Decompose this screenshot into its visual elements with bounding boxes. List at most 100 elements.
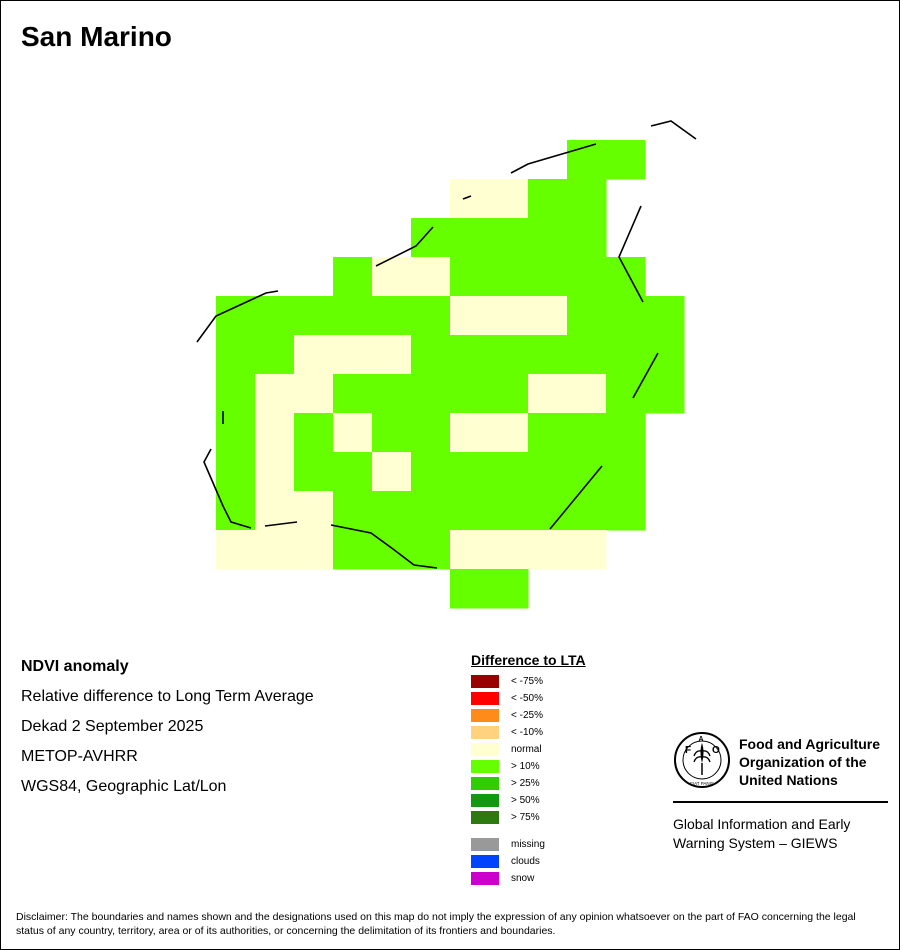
ndvi-cell <box>528 179 568 219</box>
ndvi-cell <box>450 452 490 492</box>
sensor-label: METOP-AVHRR <box>21 748 138 765</box>
ndvi-cell <box>567 218 607 258</box>
legend-item: clouds <box>471 853 586 870</box>
ndvi-cell <box>450 218 490 258</box>
boundary-segment <box>618 205 644 303</box>
legend-item: < -10% <box>471 724 586 741</box>
ndvi-cell <box>489 530 529 570</box>
ndvi-cell <box>606 413 646 453</box>
ndvi-cell <box>528 296 568 336</box>
ndvi-cell <box>294 413 334 453</box>
ndvi-cell <box>372 335 412 375</box>
boundary-segment <box>510 143 597 174</box>
legend-item: > 50% <box>471 792 586 809</box>
ndvi-cell <box>294 452 334 492</box>
boundary-segment <box>203 448 252 529</box>
legend-title: Difference to LTA <box>471 652 586 668</box>
ndvi-cell <box>450 374 490 414</box>
giews-line: Warning System – GIEWS <box>673 835 838 851</box>
ndvi-cell <box>255 530 295 570</box>
legend: Difference to LTA < -75% < -50% < -25% < -1… <box>471 652 586 887</box>
ndvi-cell <box>411 296 451 336</box>
ndvi-cell <box>333 530 373 570</box>
map-info: NDVI anomaly Relative difference to Long… <box>21 657 314 807</box>
fao-name-line: Organization of the <box>739 754 867 770</box>
ndvi-cell <box>606 452 646 492</box>
ndvi-cell <box>489 296 529 336</box>
legend-label: snow <box>511 873 535 884</box>
ndvi-cell <box>411 374 451 414</box>
ndvi-cell <box>489 335 529 375</box>
ndvi-cell <box>216 413 256 453</box>
legend-item: missing <box>471 836 586 853</box>
legend-swatch <box>471 838 499 851</box>
legend-item: > 75% <box>471 809 586 826</box>
ndvi-cell <box>333 257 373 297</box>
ndvi-cell <box>372 491 412 531</box>
ndvi-cell <box>528 413 568 453</box>
ndvi-cell <box>489 218 529 258</box>
ndvi-cell <box>372 530 412 570</box>
ndvi-cell <box>645 374 685 414</box>
ndvi-cell <box>372 413 412 453</box>
ndvi-cell <box>216 335 256 375</box>
legend-swatch <box>471 743 499 756</box>
legend-label: < -25% <box>511 710 543 721</box>
legend-item: < -25% <box>471 707 586 724</box>
legend-swatch <box>471 872 499 885</box>
ndvi-cell <box>528 491 568 531</box>
legend-swatch <box>471 726 499 739</box>
ndvi-cell <box>450 335 490 375</box>
ndvi-cell <box>294 296 334 336</box>
ndvi-cell <box>333 296 373 336</box>
ndvi-cell <box>450 569 490 609</box>
product-description: Relative difference to Long Term Average <box>21 688 314 705</box>
ndvi-cell <box>255 413 295 453</box>
ndvi-cell <box>567 179 607 219</box>
legend-swatch <box>471 855 499 868</box>
ndvi-cell <box>450 413 490 453</box>
ndvi-cell <box>489 257 529 297</box>
ndvi-cell <box>489 491 529 531</box>
fao-logo-motto: FIAT PANIS <box>690 781 714 786</box>
ndvi-cell <box>567 374 607 414</box>
legend-label: < -75% <box>511 676 543 687</box>
giews-label: Global Information and Early Warning Sys… <box>673 815 889 853</box>
ndvi-cell <box>294 491 334 531</box>
map-title: San Marino <box>21 21 172 52</box>
legend-swatch <box>471 675 499 688</box>
ndvi-cell <box>606 257 646 297</box>
fao-divider <box>673 801 888 803</box>
ndvi-cell <box>528 218 568 258</box>
ndvi-cell <box>255 374 295 414</box>
fao-logo-a: A <box>699 736 704 743</box>
ndvi-cell <box>606 374 646 414</box>
boundary-segment <box>462 195 472 200</box>
boundary-segment <box>330 524 438 569</box>
ndvi-cell <box>372 257 412 297</box>
legend-label: > 50% <box>511 795 540 806</box>
ndvi-cell <box>489 413 529 453</box>
ndvi-cell <box>411 530 451 570</box>
ndvi-cell <box>606 296 646 336</box>
ndvi-cell <box>606 491 646 531</box>
ndvi-cell <box>216 296 256 336</box>
ndvi-cell <box>372 296 412 336</box>
ndvi-cell <box>528 452 568 492</box>
boundary-segment <box>549 465 603 530</box>
ndvi-cell <box>567 335 607 375</box>
ndvi-cell <box>450 179 490 219</box>
ndvi-cell <box>294 530 334 570</box>
legend-items: < -75% < -50% < -25% < -10% normal > 10% > 25%… <box>471 673 586 826</box>
disclaimer: Disclaimer: The boundaries and names sho… <box>16 911 856 937</box>
legend-item: < -75% <box>471 673 586 690</box>
legend-label: clouds <box>511 856 540 867</box>
ndvi-cell <box>489 452 529 492</box>
ndvi-cell <box>450 296 490 336</box>
ndvi-cell <box>333 374 373 414</box>
ndvi-cell <box>645 335 685 375</box>
period-label: Dekad 2 September 2025 <box>21 718 204 735</box>
ndvi-cell <box>411 452 451 492</box>
ndvi-cell <box>372 374 412 414</box>
